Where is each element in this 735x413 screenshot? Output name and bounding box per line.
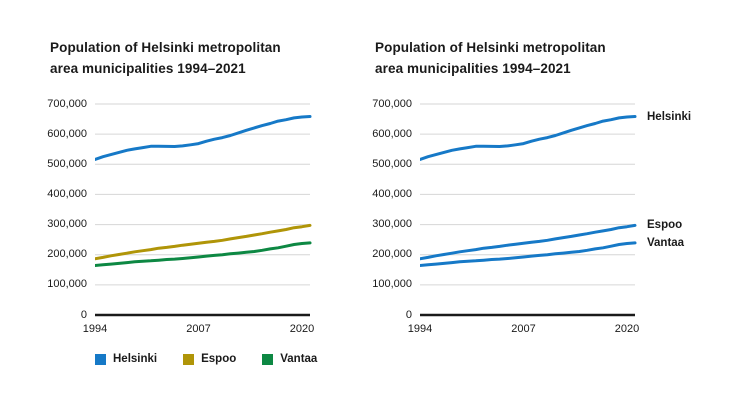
- series-line-helsinki: [95, 115, 312, 161]
- legend: Helsinki Espoo Vantaa: [95, 353, 317, 365]
- y-tick-label: 500,000: [372, 157, 412, 170]
- chart-title: Population of Helsinki metropolitan area…: [50, 40, 281, 76]
- legend-item-vantaa: Vantaa: [262, 353, 317, 365]
- legend-label: Vantaa: [280, 353, 318, 365]
- legend-item-helsinki: Helsinki: [95, 353, 157, 365]
- legend-swatch-icon: [262, 353, 274, 365]
- y-tick-label: 500,000: [47, 157, 87, 170]
- x-tick-label: 2020: [614, 323, 640, 335]
- x-axis: 1994 2007 2020: [325, 0, 685, 413]
- y-tick-label: 600,000: [47, 127, 87, 140]
- x-tick-label: 2007: [186, 323, 211, 335]
- series-labels: [0, 0, 360, 413]
- series-line-espoo: [95, 223, 312, 261]
- plot-canvas: [420, 103, 637, 317]
- series-label-espoo: Espoo: [647, 219, 683, 232]
- y-tick-label: 200,000: [372, 248, 412, 261]
- y-tick-label: 100,000: [47, 278, 87, 291]
- y-axis: 700,000 600,000 500,000 400,000 300,000 200,0…: [325, 0, 685, 413]
- chart-panel-color-coded: Population of Helsinki metropolitan area…: [0, 0, 360, 413]
- legend-item-espoo: Espoo: [183, 353, 236, 365]
- x-tick-label: 2007: [511, 323, 536, 335]
- y-tick-label: 300,000: [372, 218, 412, 231]
- legend-label: Helsinki: [113, 353, 158, 365]
- series-label-vantaa: Vantaa: [647, 236, 685, 249]
- series-line-vantaa: [420, 241, 637, 267]
- series-label-helsinki: Helsinki: [647, 110, 692, 123]
- y-tick-label: 600,000: [372, 127, 412, 140]
- plot-area: [0, 0, 360, 413]
- legend-swatch-icon: [95, 353, 106, 365]
- chart-title: Population of Helsinki metropolitan area…: [375, 40, 606, 76]
- x-tick-label: 2020: [289, 323, 315, 335]
- legend-swatch-icon: [183, 353, 195, 365]
- plot-area: [325, 0, 685, 413]
- legend-label: Espoo: [201, 353, 237, 365]
- series-line-helsinki: [420, 115, 637, 161]
- y-tick-label: 0: [405, 308, 412, 321]
- x-tick-label: 1994: [407, 323, 433, 335]
- y-axis: 700,000 600,000 500,000 400,000 300,000 200,0…: [0, 0, 360, 413]
- y-tick-label: 700,000: [47, 97, 87, 110]
- y-tick-label: 100,000: [372, 278, 412, 291]
- x-axis: 1994 2007 2020: [0, 0, 360, 413]
- y-tick-label: 400,000: [47, 187, 87, 200]
- series-labels: Helsinki Espoo Vantaa: [325, 0, 691, 413]
- x-tick-label: 1994: [82, 323, 108, 335]
- chart-panel-direct-labeled: Population of Helsinki metropolitan area…: [325, 0, 691, 413]
- y-tick-label: 400,000: [372, 187, 412, 200]
- y-tick-label: 200,000: [47, 248, 87, 261]
- y-tick-label: 700,000: [372, 97, 412, 110]
- y-tick-label: 0: [80, 308, 87, 321]
- plot-canvas: [95, 103, 312, 317]
- series-line-vantaa: [95, 241, 312, 267]
- series-line-espoo: [420, 223, 637, 261]
- y-tick-label: 300,000: [47, 218, 87, 231]
